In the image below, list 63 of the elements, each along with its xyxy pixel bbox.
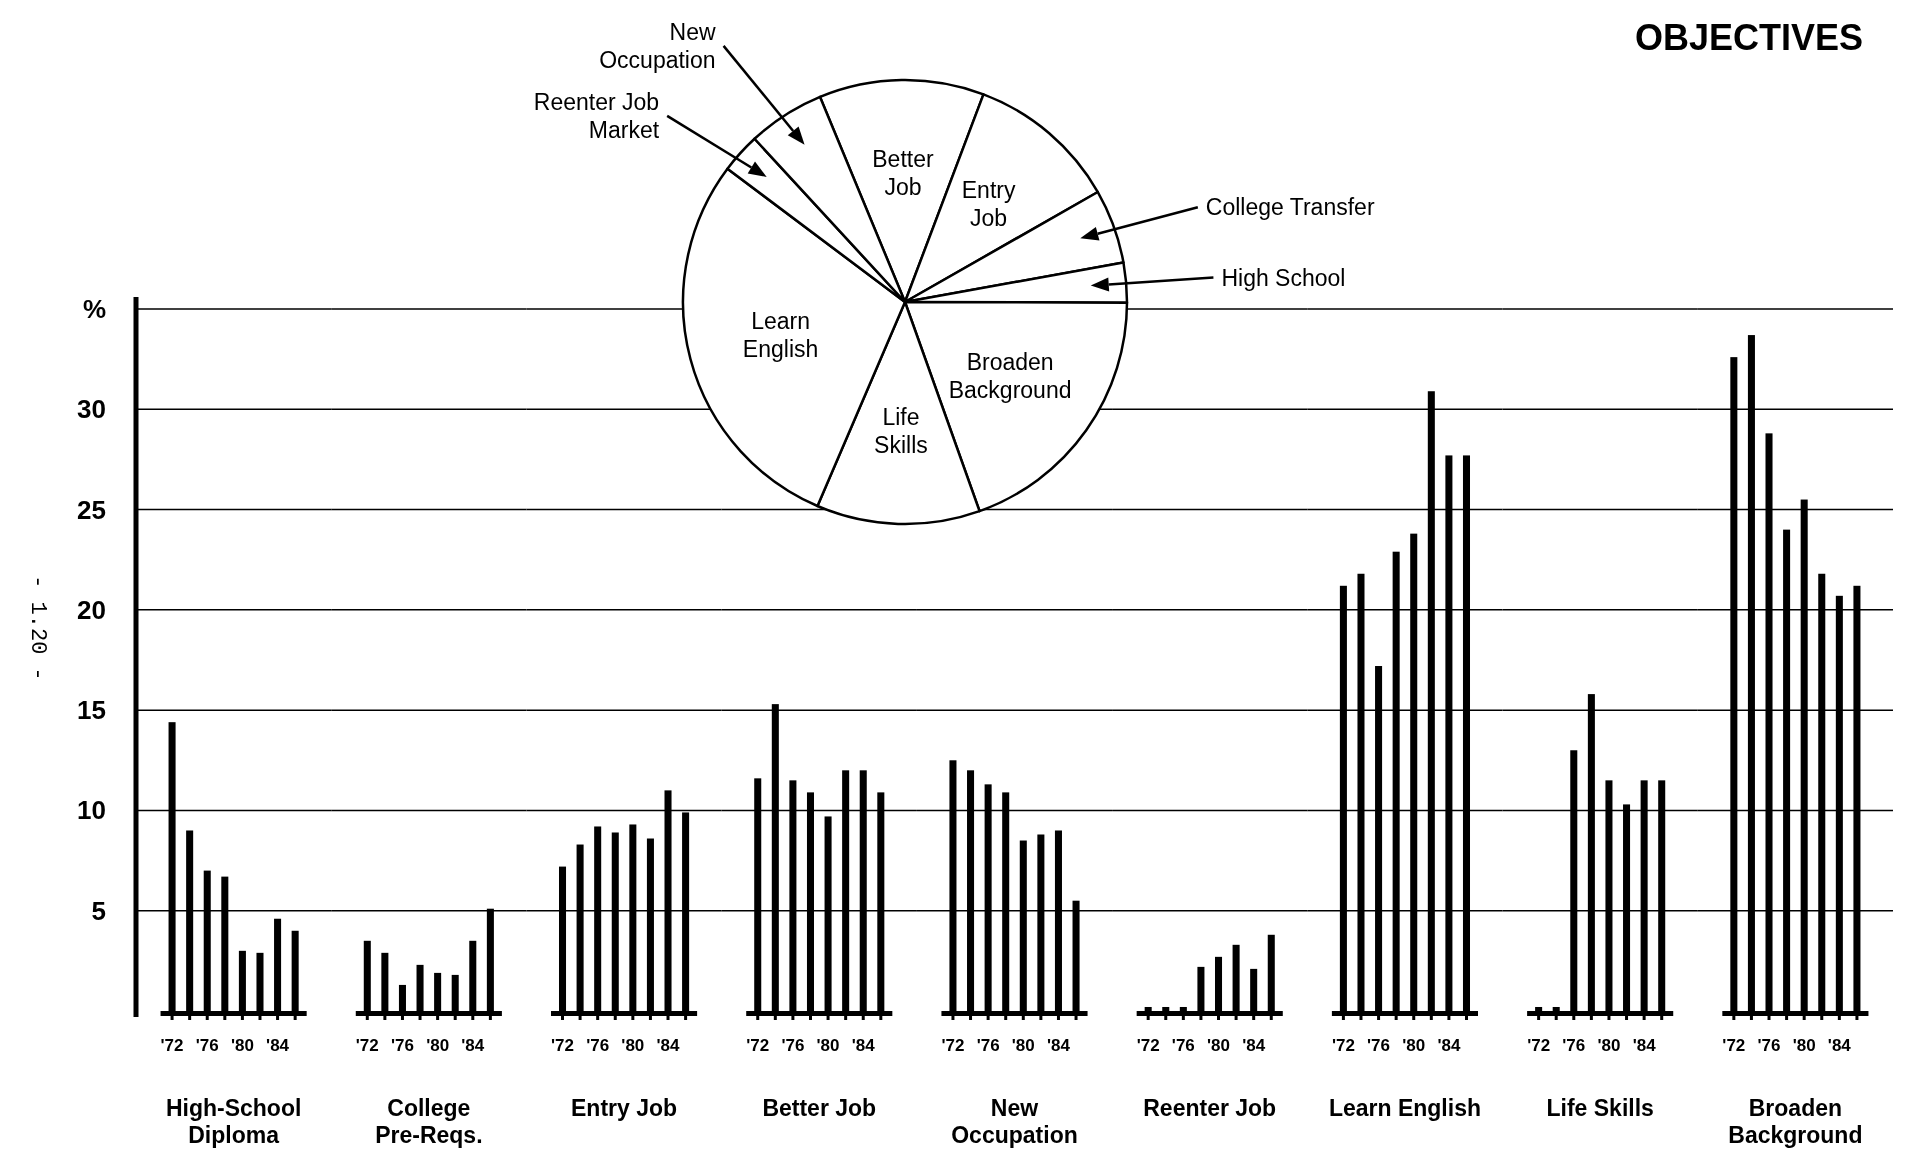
slice-label: Entry Job xyxy=(961,177,1016,232)
x-tick-label: '84 xyxy=(1437,1036,1461,1055)
x-tick-label: '84 xyxy=(1242,1036,1266,1055)
x-tick-label: '80 xyxy=(1792,1036,1816,1055)
y-tick-label: 30 xyxy=(77,394,106,425)
x-axis-title: Learn English xyxy=(1328,1095,1481,1121)
slice-label: College Transfer xyxy=(1205,194,1375,221)
slice-label: Reenter Job Market xyxy=(533,88,660,143)
x-tick-label: '72 xyxy=(1331,1036,1355,1055)
x-tick-label: '72 xyxy=(941,1036,965,1055)
y-tick-label: 5 xyxy=(91,895,106,926)
y-tick-label: 20 xyxy=(77,594,106,625)
y-tick-label: 10 xyxy=(77,795,106,826)
x-tick-label: '76 xyxy=(390,1036,414,1055)
y-tick-label: 25 xyxy=(77,494,106,525)
x-tick-label: '84 xyxy=(851,1036,876,1055)
text: OBJECTIVES xyxy=(1634,17,1863,58)
x-tick-label: '72 xyxy=(160,1036,184,1055)
x-tick-label: '76 xyxy=(976,1036,1000,1055)
slice-label: New Occupation xyxy=(599,18,716,73)
x-axis-title: Reenter Job xyxy=(1143,1095,1277,1121)
x-axis-title: Broaden Background xyxy=(1728,1095,1863,1148)
x-tick-label: '84 xyxy=(266,1036,290,1055)
x-tick-label: '72 xyxy=(1722,1036,1746,1055)
slice-label: Life Skills xyxy=(874,403,928,458)
x-tick-label: '80 xyxy=(1402,1036,1426,1055)
text: - 1.20 - xyxy=(25,575,50,681)
x-tick-label: '72 xyxy=(1527,1036,1551,1055)
x-tick-label: '72 xyxy=(1136,1036,1160,1055)
x-tick-label: '84 xyxy=(1046,1036,1071,1055)
x-tick-label: '76 xyxy=(1171,1036,1195,1055)
x-tick-label: '80 xyxy=(1011,1036,1035,1055)
y-tick-label: 15 xyxy=(77,695,106,726)
x-tick-label: '80 xyxy=(426,1036,450,1055)
x-tick-label: '80 xyxy=(230,1036,254,1055)
x-axis-title: Life Skills xyxy=(1546,1095,1654,1121)
x-tick-label: '84 xyxy=(656,1036,681,1055)
x-tick-label: '72 xyxy=(746,1036,770,1055)
x-axis-title: Better Job xyxy=(762,1095,877,1121)
x-tick-label: '84 xyxy=(461,1036,485,1055)
x-tick-label: '76 xyxy=(195,1036,219,1055)
x-tick-label: '72 xyxy=(355,1036,379,1055)
x-tick-label: '76 xyxy=(1757,1036,1781,1055)
x-tick-label: '84 xyxy=(1827,1036,1852,1055)
x-tick-label: '76 xyxy=(1562,1036,1586,1055)
slice-label: High School xyxy=(1221,264,1346,291)
slice-label: Broaden Background xyxy=(948,349,1072,404)
slice-label: Learn English xyxy=(742,308,819,363)
x-tick-label: '80 xyxy=(621,1036,645,1055)
x-axis-title: New Occupation xyxy=(951,1095,1078,1148)
y-tick-label: % xyxy=(82,294,106,324)
x-tick-label: '80 xyxy=(816,1036,840,1055)
x-tick-label: '72 xyxy=(551,1036,574,1055)
x-tick-label: '76 xyxy=(781,1036,805,1055)
x-tick-label: '80 xyxy=(1597,1036,1621,1055)
x-axis-title: College Pre-Reqs. xyxy=(375,1095,483,1148)
x-axis-title: Entry Job xyxy=(571,1095,678,1121)
slice-label: Better Job xyxy=(872,146,934,201)
x-tick-label: '76 xyxy=(1367,1036,1391,1055)
x-axis-title: High-School Diploma xyxy=(165,1095,302,1148)
x-tick-label: '76 xyxy=(586,1036,610,1055)
x-tick-label: '84 xyxy=(1632,1036,1657,1055)
x-tick-label: '80 xyxy=(1207,1036,1230,1055)
